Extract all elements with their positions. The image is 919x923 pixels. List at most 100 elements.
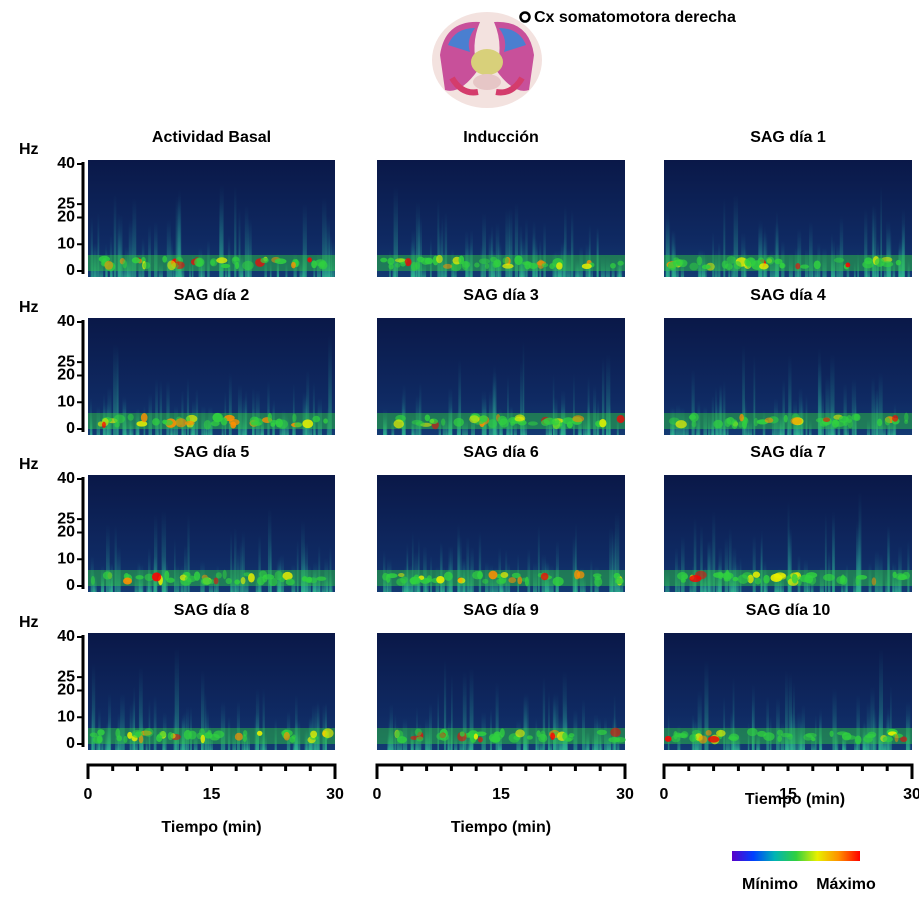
- spectrogram-spot: [705, 729, 712, 736]
- spectrogram-streak: [498, 241, 502, 277]
- spectrogram-streak: [278, 576, 281, 592]
- spectrogram-streak: [228, 261, 231, 277]
- spectrogram-spot: [845, 262, 851, 268]
- spectrogram-streak: [411, 531, 414, 592]
- spectrogram-streak: [832, 688, 837, 750]
- spectrogram-streak: [616, 415, 619, 435]
- spectrogram-streak: [93, 575, 97, 592]
- spectrogram-spot: [564, 737, 572, 742]
- spectrogram-spot: [275, 418, 283, 428]
- spectrogram-streak: [106, 720, 111, 750]
- spectrogram-spot: [613, 572, 621, 579]
- spectrogram-streak: [236, 700, 240, 750]
- spectrogram-streak: [181, 714, 185, 750]
- spectrogram-streak: [576, 259, 580, 277]
- spectrogram-streak: [391, 418, 395, 435]
- spectrogram-streak: [406, 573, 410, 592]
- spectrogram-streak: [579, 567, 584, 592]
- spectrogram-spot: [707, 736, 720, 743]
- y-tick-label: 10: [57, 235, 75, 252]
- spectrogram-streak: [183, 544, 187, 592]
- spectrogram-spot: [472, 571, 483, 580]
- spectrogram-spot: [701, 264, 711, 270]
- spectrogram-spot: [322, 728, 334, 739]
- spectrogram-streak: [438, 417, 441, 435]
- spectrogram-streak: [258, 534, 261, 592]
- spectrogram-streak: [429, 703, 432, 750]
- spectrogram-spot: [216, 257, 228, 264]
- panel-title: SAG día 5: [174, 444, 250, 461]
- spectrogram-spot: [200, 734, 206, 744]
- spectrogram-spot: [757, 730, 767, 737]
- spectrogram-streak: [801, 704, 806, 750]
- spectrogram-spot: [475, 731, 487, 737]
- spectrogram-streak: [724, 537, 729, 592]
- spectrogram-streak: [665, 569, 670, 592]
- spectrogram-spot: [310, 730, 318, 739]
- spectrogram-spot: [131, 257, 141, 264]
- spectrogram-streak: [520, 361, 523, 435]
- spectrogram-streak: [570, 209, 574, 277]
- spectrogram-streak: [411, 418, 416, 435]
- spectrogram-streak: [758, 226, 762, 277]
- spectrogram-spot: [230, 421, 237, 429]
- spectrogram-streak: [238, 208, 241, 277]
- spectrogram-streak: [101, 565, 105, 592]
- spectrogram-streak: [614, 512, 620, 592]
- spectrogram-streak: [205, 708, 209, 750]
- spectrogram-streak: [553, 698, 557, 750]
- spectrogram-streak: [104, 730, 108, 750]
- spectrogram-streak: [880, 185, 883, 277]
- spectrogram-streak: [295, 719, 301, 750]
- spectrogram-streak: [485, 561, 489, 592]
- spectrogram-streak: [493, 364, 496, 435]
- x-axis-label: Tiempo (min): [161, 819, 261, 836]
- spectrogram-streak: [835, 727, 839, 750]
- y-tick-label: 25: [57, 353, 75, 370]
- spectrogram-streak: [126, 261, 131, 277]
- spectrogram-streak: [708, 411, 711, 435]
- spectrogram-spot: [101, 421, 106, 429]
- spectrogram-streak: [244, 569, 249, 592]
- spectrogram-streak: [539, 239, 542, 277]
- spectrogram-streak: [448, 719, 453, 750]
- spectrogram-streak: [830, 354, 835, 435]
- spectrogram-streak: [560, 241, 565, 277]
- spectrogram-streak: [406, 550, 409, 592]
- spectrogram-streak: [216, 564, 219, 592]
- colorbar-title: Tiempo (min): [745, 791, 845, 808]
- y-tick-label: 20: [57, 682, 75, 699]
- spectrogram-spot: [166, 577, 175, 584]
- spectrogram-streak: [757, 729, 761, 750]
- spectrogram-streak: [274, 718, 277, 750]
- spectrogram-spot: [222, 569, 227, 580]
- spectrogram: [88, 475, 335, 592]
- spectrogram-spot: [302, 419, 314, 429]
- spectrogram-spot: [599, 418, 607, 428]
- y-tick-label: 40: [57, 155, 75, 172]
- spectrogram-spot: [696, 256, 703, 266]
- spectrogram-streak: [577, 416, 582, 435]
- spectrogram-streak: [798, 387, 803, 435]
- spectrogram-spot: [394, 258, 406, 263]
- spectrogram-streak: [322, 703, 327, 750]
- spectrogram-spot: [458, 255, 465, 265]
- spectrogram-streak: [725, 725, 730, 750]
- spectrogram-streak: [874, 550, 879, 592]
- spectrogram-streak: [91, 663, 96, 750]
- spectrogram-streak: [711, 395, 714, 435]
- spectrogram-spot: [415, 261, 421, 270]
- spectrogram-spot: [123, 735, 128, 743]
- spectrogram-spot: [199, 728, 206, 737]
- spectrogram-spot: [894, 734, 899, 743]
- spectrogram-spot: [787, 733, 793, 740]
- spectrogram-streak: [579, 246, 583, 277]
- spectrogram-streak: [609, 526, 613, 592]
- spectrogram-streak: [269, 259, 272, 277]
- spectrogram-spot: [490, 256, 498, 263]
- spectrogram-spot: [144, 573, 155, 582]
- spectrogram-streak: [299, 260, 304, 277]
- spectrogram: [377, 633, 626, 750]
- spectrogram-spot: [201, 577, 212, 586]
- spectrogram-streak: [449, 410, 452, 435]
